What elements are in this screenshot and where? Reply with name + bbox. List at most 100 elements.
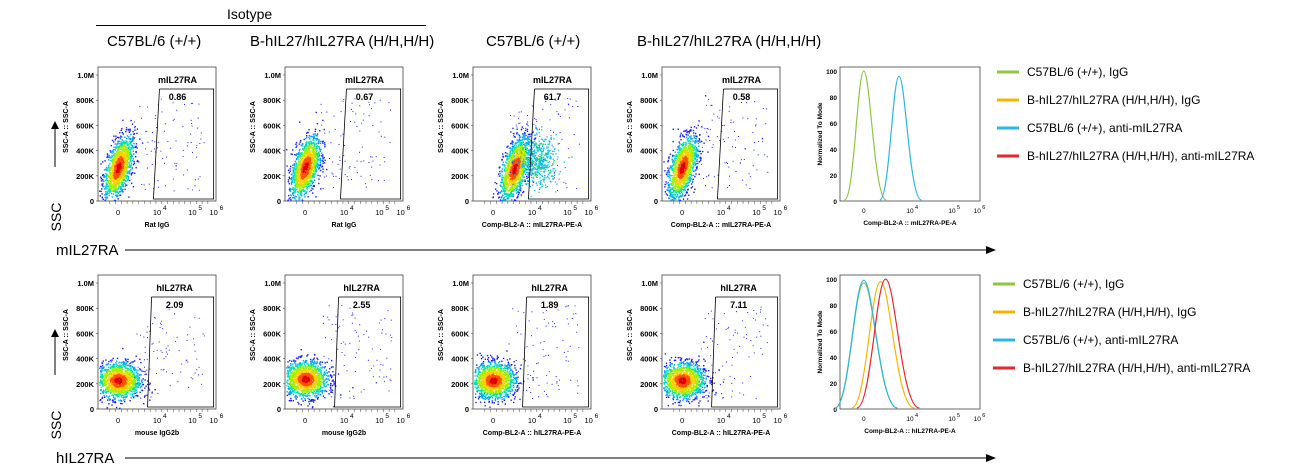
x-tick-label: 0	[116, 416, 120, 425]
x-tick-exponent: 6	[784, 205, 788, 212]
y-tick-label: 0	[277, 405, 281, 414]
gate-percentage: 7.11	[730, 300, 747, 310]
y-axis-label: SSC-A :: SSC-A	[250, 309, 257, 361]
y-tick-label: 600K	[76, 329, 95, 338]
column-header-1: C57BL/6 (+/+)	[107, 33, 202, 50]
x-tick-label: 10	[188, 416, 196, 425]
isotype-bracket-line	[96, 25, 426, 26]
x-tick-exponent: 6	[595, 205, 599, 212]
gate-percentage: 0.67	[356, 92, 374, 102]
y-tick-label: 1.0M	[641, 279, 658, 288]
marker-axis-title: hIL27RA	[56, 450, 114, 467]
y-tick-label: 1.0M	[452, 71, 469, 80]
x-axis-label: Rat IgG	[332, 222, 357, 229]
column-header-2: B-hIL27/hIL27RA (H/H,H/H)	[250, 33, 435, 50]
gate-polygon	[153, 88, 215, 200]
hist-x-tick-label: 10	[974, 416, 982, 423]
plot-frame-1	[284, 66, 404, 202]
density-cloud	[99, 98, 205, 202]
hist-y-tick-label: 80	[830, 303, 838, 310]
y-tick-label: 0	[654, 405, 658, 414]
plot-frame-3	[661, 66, 781, 202]
plot-frame-5	[97, 274, 217, 410]
y-tick-label: 0	[277, 197, 281, 206]
hist-y-tick-label: 60	[830, 121, 838, 128]
row-arrows-2: SSC hIL27RA	[48, 329, 996, 467]
gate-name: mIL27RA	[158, 75, 198, 85]
ssc-axis-title: SSC	[48, 203, 64, 232]
x-tick-label: 0	[680, 208, 684, 217]
legend-label: C57BL/6 (+/+), anti-mIL27RA	[1027, 121, 1182, 135]
gate-percentage: 61.7	[544, 92, 562, 102]
hist-x-tick-label: 10	[948, 208, 956, 215]
plot-frame-7	[472, 274, 592, 410]
y-tick-label: 400K	[263, 355, 282, 364]
x-tick-exponent: 5	[385, 205, 389, 212]
x-tick-label: 10	[584, 416, 592, 425]
x-tick-label: 0	[116, 208, 120, 217]
plot-frame-2	[472, 66, 592, 202]
x-tick-label: 10	[773, 416, 781, 425]
x-tick-label: 10	[340, 416, 348, 425]
hist-x-tick-exponent: 5	[957, 413, 960, 419]
y-axis-label: SSC-A :: SSC-A	[250, 101, 257, 153]
x-tick-exponent: 4	[538, 413, 542, 420]
x-tick-label: 10	[153, 416, 161, 425]
hist-y-tick-label: 60	[830, 329, 838, 336]
ssc-arrow-head	[51, 121, 59, 129]
x-axis-label: Comp-BL2-A :: hIL27RA-PE-A	[672, 430, 771, 437]
gate-percentage: 2.09	[166, 300, 184, 310]
plot-frame-0	[97, 66, 217, 202]
gate-name: hIL27RA	[531, 283, 568, 293]
y-tick-label: 200K	[451, 380, 470, 389]
x-tick-exponent: 6	[220, 205, 224, 212]
histogram-frame-9	[839, 274, 981, 410]
y-axis-label: SSC-A :: SSC-A	[627, 101, 634, 153]
column-header-3: C57BL/6 (+/+)	[486, 33, 581, 50]
legend-label: C57BL/6 (+/+), IgG	[1027, 65, 1128, 79]
x-tick-label: 0	[491, 416, 495, 425]
hist-y-tick-label: 0	[833, 407, 837, 414]
x-tick-exponent: 6	[220, 413, 224, 420]
x-tick-exponent: 4	[727, 413, 731, 420]
y-tick-label: 600K	[263, 121, 282, 130]
legend-label: B-hIL27/hIL27RA (H/H,H/H), IgG	[1027, 93, 1200, 107]
gate-polygon	[528, 88, 590, 200]
y-tick-label: 800K	[263, 96, 282, 105]
x-tick-label: 0	[303, 208, 307, 217]
hist-x-tick-label: 10	[948, 416, 956, 423]
x-tick-exponent: 5	[385, 413, 389, 420]
gate-percentage: 1.89	[541, 300, 559, 310]
x-tick-exponent: 4	[538, 205, 542, 212]
x-tick-label: 10	[752, 208, 760, 217]
gate-name: mIL27RA	[345, 75, 385, 85]
hist-y-tick-label: 20	[830, 173, 838, 180]
y-tick-label: 800K	[451, 96, 470, 105]
y-tick-label: 1.0M	[264, 279, 281, 288]
y-tick-label: 200K	[263, 172, 282, 181]
x-tick-label: 10	[340, 208, 348, 217]
x-tick-exponent: 4	[350, 413, 354, 420]
x-axis-label: mouse IgG2b	[135, 430, 179, 437]
legend-row-2: C57BL/6 (+/+), IgG B-hIL27/hIL27RA (H/H,H…	[993, 277, 1250, 375]
density-cloud	[663, 95, 769, 201]
hist-y-tick-label: 20	[830, 381, 838, 388]
gate-polygon	[522, 296, 590, 408]
x-tick-label: 0	[303, 416, 307, 425]
hist-x-tick-exponent: 6	[982, 413, 985, 419]
density-cloud	[99, 308, 205, 410]
histogram-series-line	[879, 75, 922, 201]
gate-polygon	[711, 296, 779, 408]
x-tick-label: 10	[717, 208, 725, 217]
x-tick-label: 10	[375, 208, 383, 217]
plot-frame-8	[661, 274, 781, 410]
isotype-header: Isotype	[227, 6, 273, 22]
x-tick-label: 10	[563, 416, 571, 425]
x-tick-label: 10	[396, 416, 404, 425]
